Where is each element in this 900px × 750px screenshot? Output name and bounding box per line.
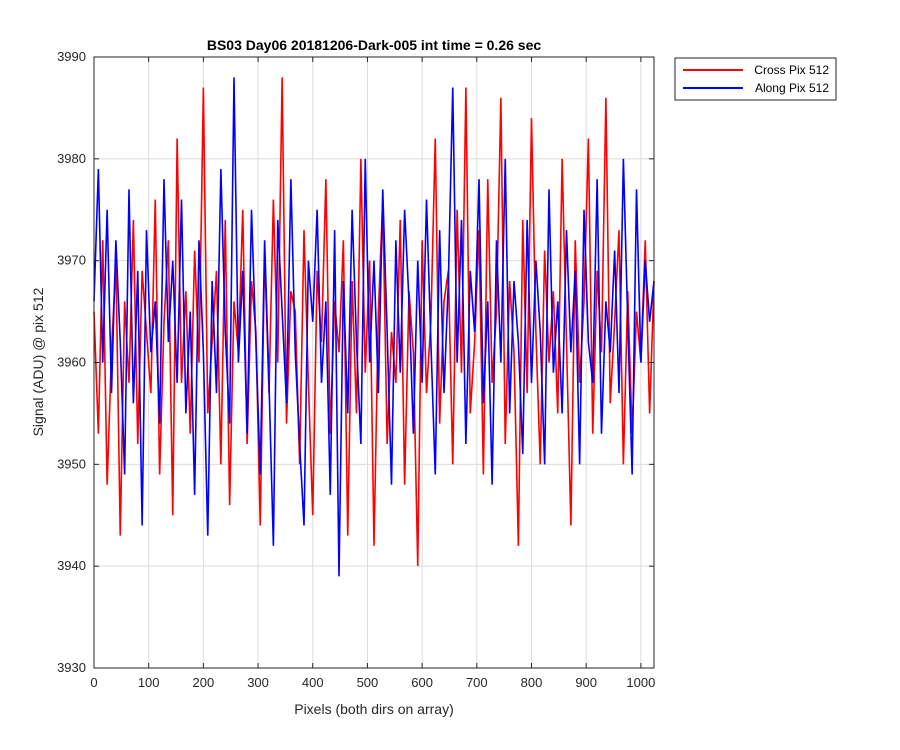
y-tick-label: 3970 (57, 253, 86, 268)
x-tick-label: 500 (357, 675, 379, 690)
y-tick-label: 3960 (57, 355, 86, 370)
y-tick-label: 3990 (57, 49, 86, 64)
y-tick-label: 3950 (57, 456, 86, 471)
legend: Cross Pix 512 Along Pix 512 (674, 57, 837, 101)
x-tick-label: 900 (575, 675, 597, 690)
x-tick-label: 300 (247, 675, 269, 690)
chart-title: BS03 Day06 20181206-Dark-005 int time = … (207, 37, 541, 53)
y-tick-label: 3930 (57, 660, 86, 675)
cross-pix-series-line (93, 77, 655, 567)
x-tick-label: 400 (302, 675, 324, 690)
x-tick-label: 1000 (626, 675, 655, 690)
x-tick-label: 600 (411, 675, 433, 690)
series-lines (93, 77, 655, 577)
x-tick-label: 200 (193, 675, 215, 690)
x-tick-label: 700 (466, 675, 488, 690)
x-axis-label: Pixels (both dirs on array) (294, 701, 454, 717)
y-axis-ticks: 3930 3940 3950 3960 3970 3980 3990 (57, 49, 654, 675)
y-tick-label: 3980 (57, 151, 86, 166)
x-axis-ticks: 0 100 200 300 400 500 600 700 800 900 1000 (90, 57, 655, 690)
y-tick-label: 3940 (57, 558, 86, 573)
legend-label-cross: Cross Pix 512 (754, 63, 829, 77)
legend-box (674, 57, 837, 101)
x-tick-label: 0 (90, 675, 97, 690)
x-tick-label: 100 (138, 675, 160, 690)
x-tick-label: 800 (521, 675, 543, 690)
legend-label-along: Along Pix 512 (755, 81, 829, 95)
y-axis-label: Signal (ADU) @ pix 512 (30, 287, 46, 436)
along-pix-series-line (93, 77, 655, 577)
